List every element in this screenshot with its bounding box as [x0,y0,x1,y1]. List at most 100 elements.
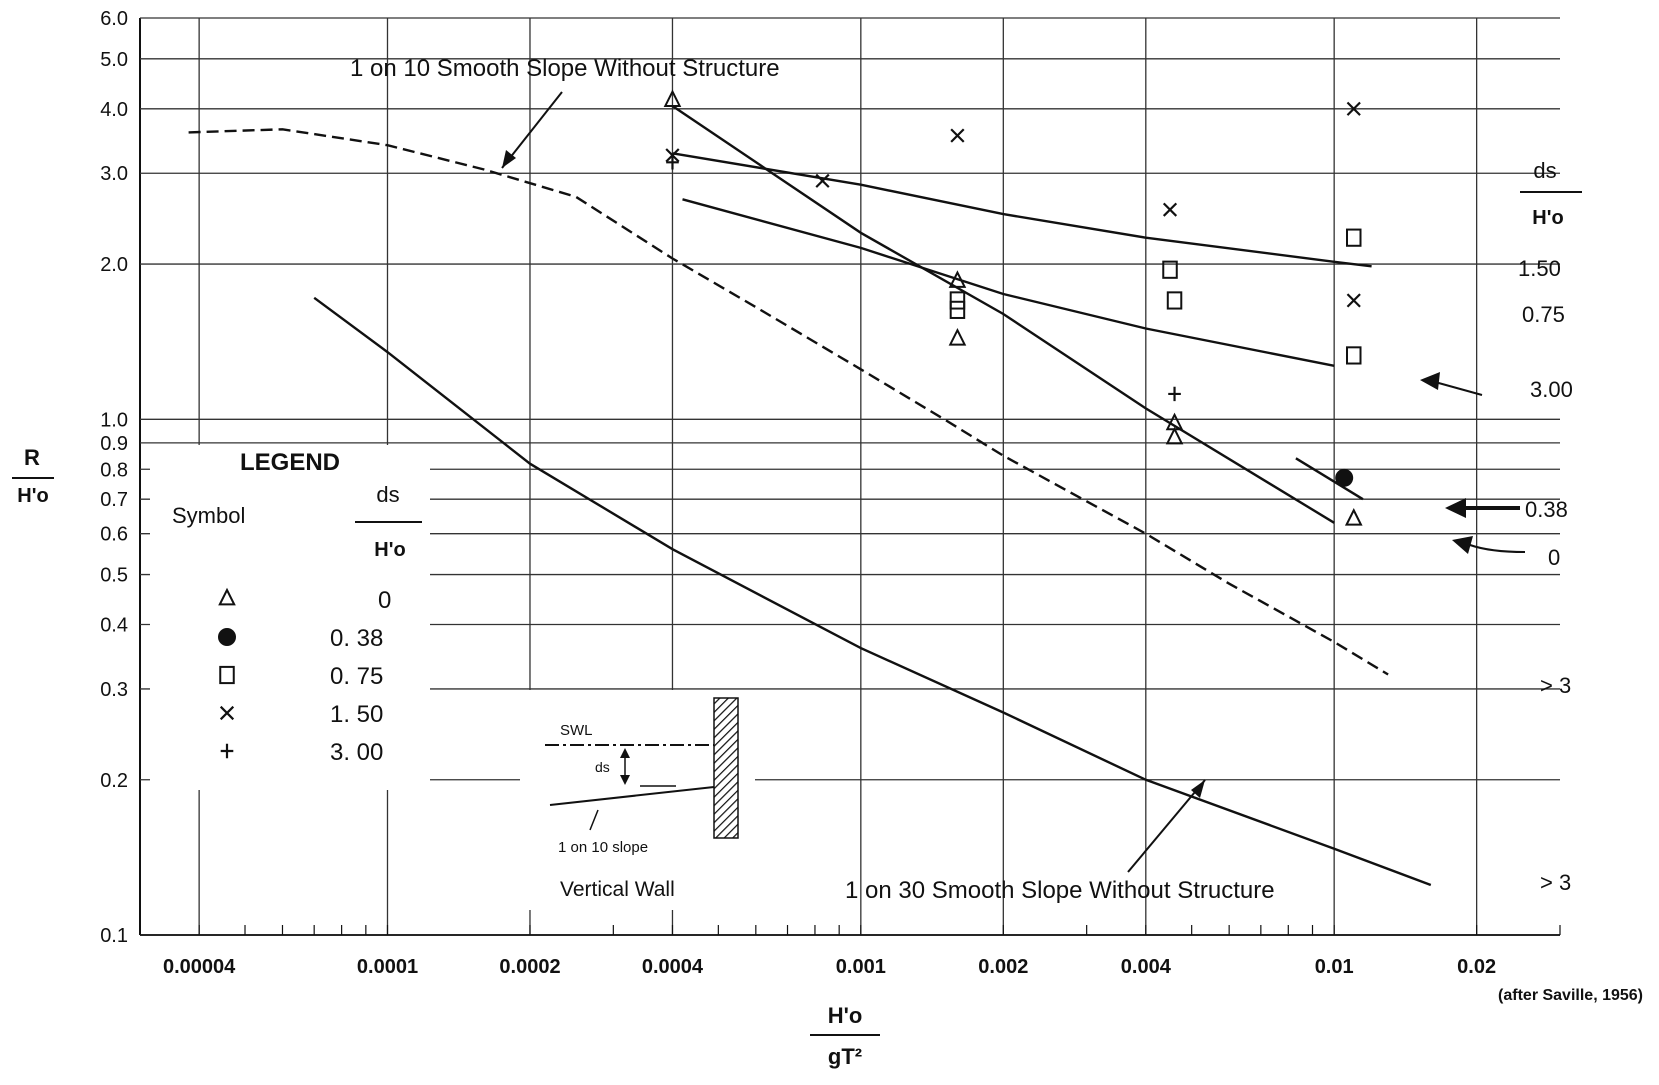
data-point-square [1346,346,1362,365]
data-point-square [1346,228,1362,247]
arrow-0 [1452,536,1473,554]
data-point-x [950,128,965,143]
right-header-den: H'o [1532,207,1563,229]
legend-marker-square [219,665,235,685]
inset-slope-line [549,786,715,806]
x-tick-label: 0.02 [1457,956,1496,978]
y-tick-label: 0.4 [100,615,128,637]
right-label-3: 3.00 [1530,377,1573,402]
x-tick-label: 0.01 [1315,956,1354,978]
arrow-0-38 [1445,498,1466,518]
data-point-x [1346,101,1361,116]
inset-title: Vertical Wall [560,878,675,901]
y-tick-label: 0.8 [100,459,128,481]
data-point-triangle [1165,426,1184,445]
annotation-slope30-text: 1 on 30 Smooth Slope Without Structure [845,877,1275,904]
y-tick-label: 0.3 [100,679,128,701]
y-tick-label: 2.0 [100,254,128,276]
annotation-slope30-arrowhead [1191,780,1205,798]
curve-3 [682,198,1335,367]
right-label-1: 1.50 [1518,256,1561,281]
wall-hatch [713,697,739,839]
data-point-triangle [948,327,967,346]
tick-labels: 0.1 0.2 0.3 0.4 0.5 0.6 0.7 0.8 0.91.0 2.0 3.0 4.0 5… [100,8,1496,978]
y-tick-label: 0.5 [100,565,128,587]
right-label-2: 0.75 [1522,302,1565,327]
data-point-x [815,173,830,188]
y-tick-label: 0.7 [100,489,128,511]
curve-4 [671,105,1335,524]
data-point-plus [666,155,679,170]
curve-1 [313,296,1432,887]
data-point-x [1346,293,1361,308]
right-label-4: 0.38 [1525,497,1568,522]
y-tick-label: 5.0 [100,49,128,71]
x-axis-label-den: gT² [828,1044,862,1069]
x-tick-label: 0.0001 [357,956,418,978]
legend-value-2: 0. 38 [330,625,383,652]
curve-0 [188,128,1389,676]
data-point-plus [1168,386,1181,402]
right-label-5: 0 [1548,545,1560,570]
inset-swl: SWL [560,722,593,739]
right-label-6: > 3 [1540,673,1571,698]
data-point-dot [1335,468,1354,487]
legend-marker-plus [220,743,234,759]
legend-markers [218,587,236,759]
curve-5 [1295,457,1364,501]
legend-marker-x [219,705,235,721]
legend-symbol-header: Symbol [172,503,245,528]
y-axis-label: R H'o [12,445,54,507]
y-tick-label: 0.2 [100,770,128,792]
legend-marker-dot [218,628,236,646]
y-tick-label: 4.0 [100,99,128,121]
legend-ratio-num: ds [376,482,399,507]
y-tick-label: 0.9 [100,433,128,455]
data-point-square [949,300,966,319]
curve-2 [672,152,1372,268]
data-point-triangle [948,270,967,288]
x-tick-label: 0.0002 [499,956,560,978]
y-tick-label: 0.1 [100,925,128,947]
data-point-triangle [663,89,682,107]
x-tick-label: 0.004 [1121,956,1172,978]
data-point-triangle [1344,508,1363,526]
annotation-slope30: 1 on 30 Smooth Slope Without Structure [845,779,1275,904]
inset-slope-text: 1 on 10 slope [558,839,648,856]
right-label-7: > 3 [1540,870,1571,895]
arrow-3-00 [1420,372,1440,390]
legend: LEGEND Symbol ds H'o 0 0. 38 0. 75 1. 50… [150,445,430,790]
vertical-wall-inset: SWL ds 1 on 10 slope Vertical Wall [520,690,755,910]
x-tick-label: 0.0004 [642,956,704,978]
legend-background [150,445,430,790]
y-axis-label-den: H'o [17,485,48,507]
legend-value-3: 0. 75 [330,663,383,690]
right-labels: ds H'o 1.50 0.75 3.00 0.38 0 > 3 > 3 [1420,158,1582,895]
legend-value-4: 1. 50 [330,701,383,728]
annotation-slope10-arrowhead [502,150,516,168]
curves [188,105,1432,887]
y-tick-label: 6.0 [100,8,128,30]
inset-ds: ds [595,759,610,775]
legend-value-1: 0 [378,587,391,614]
legend-title: LEGEND [240,449,340,476]
x-tick-label: 0.002 [978,956,1028,978]
x-tick-label: 0.00004 [163,956,236,978]
x-tick-label: 0.001 [836,956,886,978]
data-point-square [949,291,966,310]
right-header-num: ds [1533,158,1556,183]
y-tick-label: 3.0 [100,163,128,185]
y-tick-label: 1.0 [100,409,128,431]
legend-ratio-den: H'o [374,539,405,561]
data-point-square [1162,260,1178,279]
annotation-slope30-arrow [1127,779,1206,873]
x-axis-label-num: H'o [828,1003,863,1028]
legend-value-5: 3. 00 [330,739,383,766]
y-axis-label-num: R [24,445,40,470]
data-points [663,89,1363,526]
annotation-slope10: 1 on 10 Smooth Slope Without Structure [350,55,780,169]
data-point-x [1162,202,1178,217]
legend-marker-triangle [218,587,236,606]
